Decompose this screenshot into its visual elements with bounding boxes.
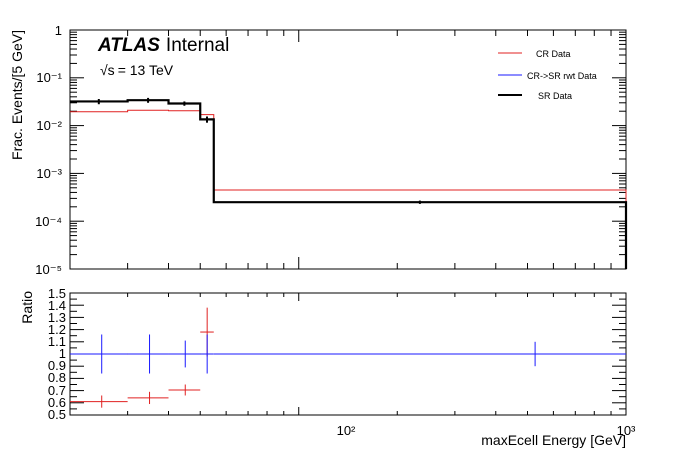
energy-label: √s = 13 TeV xyxy=(100,62,174,78)
ratio-ytick-label: 0.7 xyxy=(48,383,66,398)
ratio-ytick-label: 0.9 xyxy=(48,358,66,373)
energy-value: = 13 TeV xyxy=(118,62,174,78)
ratio-ytick-label: 1.3 xyxy=(48,310,66,325)
ratio-ytick-label: 0.5 xyxy=(48,407,66,422)
main-plot-frame xyxy=(69,29,627,270)
main-ytick-label: 10⁻⁴ xyxy=(35,214,62,229)
ratio-ytick-label: 0.6 xyxy=(48,395,66,410)
sqrt-s: √s xyxy=(100,62,115,78)
series-sr-data xyxy=(70,99,628,269)
ratio-ytick-label: 1.5 xyxy=(48,286,66,301)
main-ytick-label: 10⁻² xyxy=(36,118,62,133)
main-ytick-label: 10⁻¹ xyxy=(36,70,62,85)
main-ytick-label: 10⁻³ xyxy=(36,166,62,181)
ratio-ytick-label: 1.2 xyxy=(48,322,66,337)
atlas-label: ATLAS Internal xyxy=(97,35,229,56)
main-ytick-label: 10⁻⁵ xyxy=(35,262,62,277)
xtick-label-100: 10² xyxy=(337,423,356,438)
ratio-ytick-label: 1.4 xyxy=(48,298,66,313)
legend-cr-label: CR Data xyxy=(536,49,571,59)
ratio-ytick-label: 1 xyxy=(59,346,66,361)
ratio-ylabel: Ratio xyxy=(19,291,35,324)
ratio-series-group xyxy=(70,307,626,408)
atlas-text: ATLAS xyxy=(97,35,160,56)
ratio-ytick-label: 0.8 xyxy=(48,370,66,385)
main-series-group xyxy=(70,97,628,269)
legend-rwt-label: CR->SR rwt Data xyxy=(527,71,597,81)
xlabel: maxEcell Energy [GeV] xyxy=(481,432,626,448)
xtick-label-1000: 10³ xyxy=(617,423,636,438)
internal-text: Internal xyxy=(166,35,229,56)
ratio-ytick-label: 1.1 xyxy=(48,334,66,349)
legend-sr-label: SR Data xyxy=(538,91,572,101)
main-axis-ticks xyxy=(69,29,626,270)
main-ytick-label: 1 xyxy=(55,23,62,38)
main-ylabel: Frac. Events/[5 GeV] xyxy=(9,30,25,160)
